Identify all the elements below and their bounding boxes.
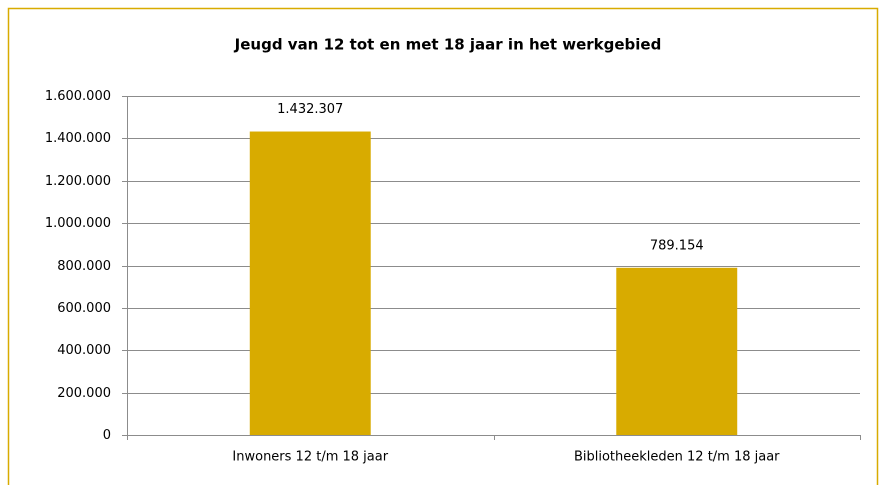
y-tick-label: 800.000 — [57, 259, 111, 274]
bar — [616, 267, 738, 435]
y-tick-label: 0 — [103, 428, 111, 443]
y-tick-label: 1.000.000 — [45, 216, 111, 231]
chart-border — [7, 7, 879, 485]
bar — [249, 131, 371, 435]
x-tick-label: Bibliotheekleden 12 t/m 18 jaar — [574, 450, 780, 465]
y-tick-label: 1.200.000 — [45, 174, 111, 189]
chart-title: Jeugd van 12 tot en met 18 jaar in het w… — [234, 36, 662, 54]
y-tick-label: 1.600.000 — [45, 89, 111, 104]
y-tick-label: 1.400.000 — [45, 131, 111, 146]
y-tick-label: 600.000 — [57, 301, 111, 316]
x-tick-label: Inwoners 12 t/m 18 jaar — [232, 450, 388, 465]
y-tick-label: 200.000 — [57, 386, 111, 401]
y-tick-label: 400.000 — [57, 343, 111, 358]
value-label: 789.154 — [650, 238, 704, 253]
value-label: 1.432.307 — [277, 102, 343, 117]
